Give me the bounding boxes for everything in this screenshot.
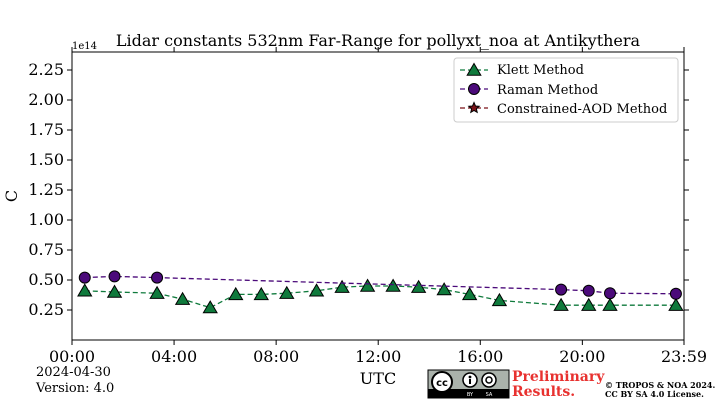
preliminary-text: Preliminary bbox=[512, 369, 605, 385]
copyright-text: © TROPOS & NOA 2024. bbox=[605, 380, 715, 390]
y-axis-label: C bbox=[2, 190, 21, 202]
license-text: CC BY SA 4.0 License. bbox=[605, 389, 704, 399]
cc-by-sa-icon: cc BY SA bbox=[427, 369, 510, 399]
y-tick-label: 0.75 bbox=[28, 240, 64, 259]
x-tick-label: 04:00 bbox=[151, 347, 197, 366]
data-point bbox=[385, 278, 401, 292]
x-tick-label: 23:59 bbox=[661, 347, 707, 366]
y-tick-label: 0.25 bbox=[28, 300, 64, 319]
x-tick-label: 00:00 bbox=[49, 347, 95, 366]
svg-text:SA: SA bbox=[486, 392, 493, 398]
data-point bbox=[603, 287, 616, 300]
legend-marker bbox=[468, 83, 480, 95]
data-point bbox=[174, 291, 191, 305]
legend-box bbox=[453, 57, 679, 123]
legend-label-klett: Klett Method bbox=[497, 63, 584, 78]
data-point bbox=[202, 300, 218, 314]
data-point bbox=[669, 287, 682, 300]
y-tick-label: 1.00 bbox=[28, 210, 64, 229]
version-text: Version: 4.0 bbox=[35, 381, 114, 396]
chart-title: Lidar constants 532nm Far-Range for poll… bbox=[116, 31, 641, 50]
data-point bbox=[491, 292, 508, 307]
data-point bbox=[149, 285, 165, 299]
data-point bbox=[308, 283, 325, 297]
data-point bbox=[668, 297, 684, 311]
data-point bbox=[228, 286, 244, 301]
x-tick-label: 20:00 bbox=[559, 347, 605, 366]
series-klett-method bbox=[77, 278, 684, 314]
data-point bbox=[77, 283, 93, 297]
y-tick-label: 1.75 bbox=[28, 120, 64, 139]
data-point bbox=[582, 284, 595, 297]
y-offset-text: 1e14 bbox=[72, 41, 97, 52]
legend-label-raman: Raman Method bbox=[497, 83, 598, 98]
date-text: 2024-04-30 bbox=[36, 365, 111, 380]
x-tick-label: 12:00 bbox=[355, 347, 401, 366]
data-point bbox=[436, 282, 452, 296]
svg-text:BY: BY bbox=[467, 392, 474, 398]
y-axis: 0.25 0.50 0.75 1.00 1.25 1.50 1.75 2.00 2.25 bbox=[28, 60, 689, 319]
data-point bbox=[410, 279, 427, 293]
data-point bbox=[78, 271, 91, 284]
series-raman-method bbox=[78, 270, 682, 300]
series-line bbox=[84, 285, 676, 309]
data-point bbox=[581, 297, 597, 311]
legend-markers bbox=[460, 62, 488, 114]
data-point bbox=[106, 284, 123, 298]
y-tick-label: 2.25 bbox=[28, 60, 64, 79]
legend-marker bbox=[467, 101, 481, 114]
legend: Klett Method Raman Method Constrained-AO… bbox=[453, 57, 679, 123]
y-tick-label: 1.50 bbox=[28, 150, 64, 169]
data-point bbox=[279, 285, 295, 299]
data-point bbox=[553, 297, 569, 311]
data-point bbox=[108, 270, 121, 283]
data-point bbox=[359, 278, 376, 292]
series-layer bbox=[77, 270, 684, 314]
y-tick-label: 0.50 bbox=[28, 270, 64, 289]
y-tick-label: 2.00 bbox=[28, 90, 64, 109]
data-point bbox=[461, 286, 478, 301]
data-point bbox=[555, 283, 568, 296]
y-tick-label: 1.25 bbox=[28, 180, 64, 199]
legend-label-constrained-aod: Constrained-AOD Method bbox=[497, 102, 667, 117]
x-tick-label: 16:00 bbox=[457, 347, 503, 366]
results-text: Results. bbox=[512, 384, 575, 400]
x-tick-label: 08:00 bbox=[253, 347, 299, 366]
data-point bbox=[602, 297, 618, 311]
x-axis-label: UTC bbox=[360, 369, 396, 388]
data-point bbox=[334, 279, 350, 293]
data-point bbox=[253, 286, 269, 301]
svg-text:cc: cc bbox=[436, 378, 448, 389]
x-axis: 00:00 04:00 08:00 12:00 16:00 20:00 23:59 bbox=[49, 47, 707, 366]
legend-marker bbox=[466, 62, 482, 76]
data-point bbox=[151, 271, 164, 284]
